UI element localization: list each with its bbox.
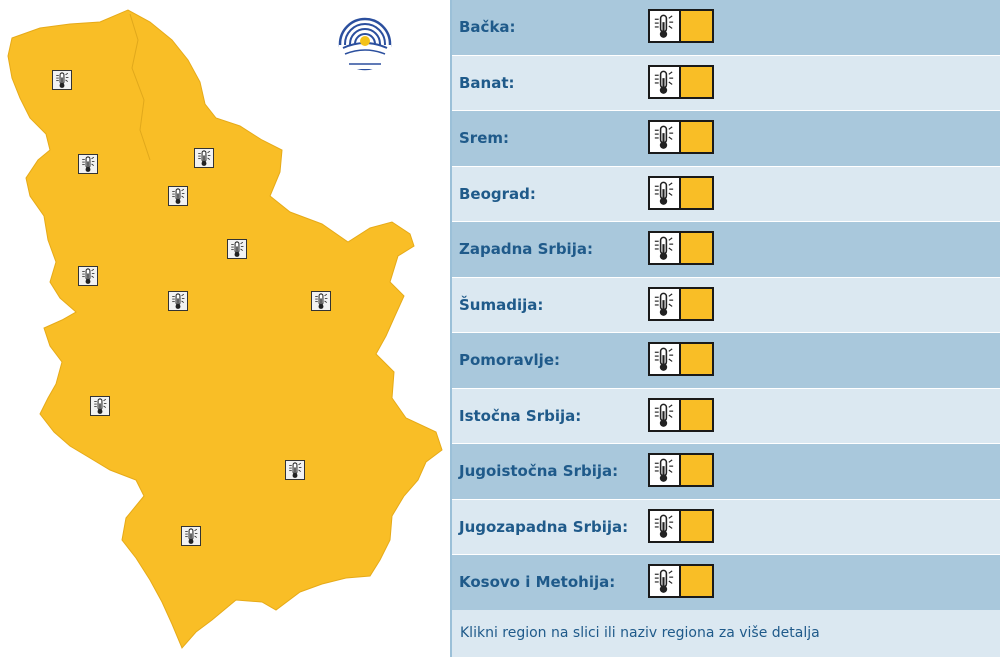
- map-thermometer-icon[interactable]: [227, 239, 247, 259]
- region-name-link[interactable]: Jugoistočna Srbija:: [459, 462, 619, 480]
- region-row[interactable]: Šumadija:: [452, 277, 1000, 333]
- region-name-link[interactable]: Zapadna Srbija:: [459, 240, 593, 258]
- warning-indicator[interactable]: [648, 64, 714, 99]
- region-row[interactable]: Beograd:: [452, 166, 1000, 222]
- region-row[interactable]: Jugoistočna Srbija:: [452, 444, 1000, 500]
- map-thermometer-icon[interactable]: [78, 266, 98, 286]
- map-thermometer-icon[interactable]: [90, 396, 110, 416]
- warning-level-swatch: [681, 11, 712, 41]
- region-name-link[interactable]: Istočna Srbija:: [459, 406, 582, 425]
- map-thermometer-icon[interactable]: [181, 526, 201, 546]
- region-name-link[interactable]: Srem:: [459, 129, 510, 147]
- thermometer-icon: [650, 344, 681, 374]
- thermometer-icon: [650, 11, 681, 41]
- region-row[interactable]: Srem:: [452, 111, 1000, 167]
- map-thermometer-icon[interactable]: [78, 154, 98, 174]
- warning-indicator[interactable]: [648, 120, 714, 154]
- map-thermometer-icon[interactable]: [52, 70, 72, 90]
- thermometer-icon: [650, 233, 681, 263]
- thermometer-icon: [650, 399, 681, 430]
- warning-indicator[interactable]: [648, 508, 714, 543]
- region-row[interactable]: Banat:: [452, 55, 1000, 111]
- region-row[interactable]: Bačka:: [452, 0, 1000, 56]
- region-name-link[interactable]: Pomoravlje:: [459, 351, 560, 369]
- warning-level-swatch: [681, 122, 712, 152]
- region-name-link[interactable]: Šumadija:: [459, 295, 544, 314]
- rhmz-logo-icon: [335, 14, 395, 76]
- map-serbia-outline[interactable]: [7, 9, 443, 649]
- thermometer-icon: [650, 510, 681, 541]
- map-thermometer-icon[interactable]: [168, 291, 188, 311]
- region-boundary-line: [129, 13, 151, 161]
- region-row[interactable]: Istočna Srbija:: [452, 388, 1000, 444]
- thermometer-icon: [650, 566, 681, 596]
- region-name-link[interactable]: Beograd:: [459, 184, 536, 203]
- region-name-link[interactable]: Jugozapadna Srbija:: [459, 517, 629, 536]
- region-row[interactable]: Pomoravlje:: [452, 333, 1000, 389]
- map-thermometer-icon[interactable]: [168, 186, 188, 206]
- footer: Klikni region na slici ili naziv regiona…: [452, 610, 1000, 657]
- warning-level-swatch: [681, 455, 712, 485]
- warning-indicator[interactable]: [648, 342, 714, 376]
- warning-level-swatch: [681, 510, 712, 541]
- serbia-map: [7, 9, 443, 649]
- region-row[interactable]: Jugozapadna Srbija:: [452, 499, 1000, 555]
- warning-indicator[interactable]: [648, 175, 714, 210]
- region-map: [0, 0, 450, 657]
- warning-level-swatch: [681, 344, 712, 374]
- thermometer-icon: [650, 455, 681, 485]
- map-thermometer-icon[interactable]: [311, 291, 331, 311]
- warning-indicator[interactable]: [648, 286, 714, 321]
- thermometer-icon: [650, 66, 681, 97]
- warning-level-swatch: [681, 177, 712, 208]
- region-name-link[interactable]: Kosovo i Metohija:: [459, 573, 616, 591]
- warning-level-swatch: [681, 288, 712, 319]
- thermometer-icon: [650, 288, 681, 319]
- map-thermometer-icon[interactable]: [285, 460, 305, 480]
- warning-level-swatch: [681, 566, 712, 596]
- region-row[interactable]: Zapadna Srbija:: [452, 222, 1000, 278]
- warning-indicator[interactable]: [648, 453, 714, 487]
- thermometer-icon: [650, 177, 681, 208]
- warning-level-swatch: [681, 233, 712, 263]
- warning-indicator[interactable]: [648, 9, 714, 43]
- region-list: Bačka: Banat: Srem: Beograd: Zapadna Srbija:…: [450, 0, 1000, 657]
- map-thermometer-icon[interactable]: [194, 148, 214, 168]
- warning-indicator[interactable]: [648, 231, 714, 265]
- warning-level-swatch: [681, 66, 712, 97]
- thermometer-icon: [650, 122, 681, 152]
- warning-level-swatch: [681, 399, 712, 430]
- region-name-link[interactable]: Banat:: [459, 73, 515, 92]
- warning-indicator[interactable]: [648, 397, 714, 432]
- region-name-link[interactable]: Bačka:: [459, 18, 516, 36]
- footer-hint-text: Klikni region na slici ili naziv regiona…: [460, 625, 820, 641]
- region-row[interactable]: Kosovo i Metohija:: [452, 555, 1000, 611]
- warning-indicator[interactable]: [648, 564, 714, 598]
